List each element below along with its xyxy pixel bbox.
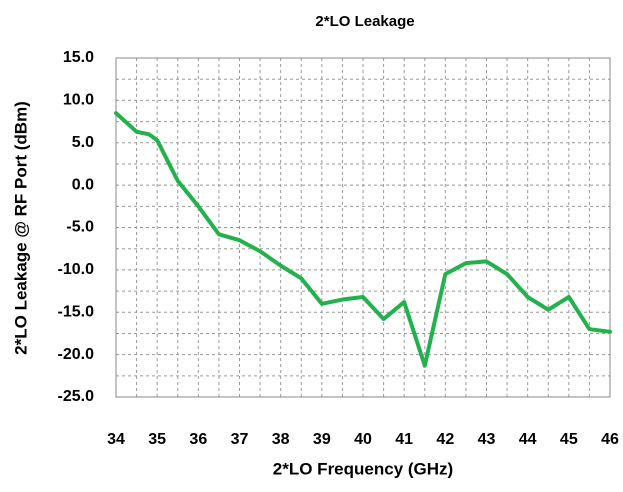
- y-tick-label: 15.0: [63, 49, 94, 66]
- y-tick-label: -20.0: [58, 346, 95, 363]
- x-tick-label: 40: [354, 431, 372, 448]
- y-tick-label: 10.0: [63, 92, 94, 109]
- x-tick-label: 39: [313, 431, 331, 448]
- chart-title: 2*LO Leakage: [315, 13, 414, 30]
- y-tick-label: -25.0: [58, 388, 95, 405]
- x-tick-label: 41: [395, 431, 413, 448]
- y-axis-title: 2*LO Leakage @ RF Port (dBm): [11, 101, 30, 355]
- x-tick-label: 44: [519, 431, 537, 448]
- y-tick-label: -5.0: [66, 219, 94, 236]
- x-tick-label: 37: [231, 431, 249, 448]
- x-tick-label: 38: [272, 431, 290, 448]
- y-tick-label: -10.0: [58, 261, 95, 278]
- x-tick-label: 42: [436, 431, 454, 448]
- x-tick-label: 34: [107, 431, 125, 448]
- y-tick-label: -15.0: [58, 303, 95, 320]
- x-tick-label: 45: [560, 431, 578, 448]
- x-tick-label: 43: [478, 431, 496, 448]
- x-axis-title: 2*LO Frequency (GHz): [273, 459, 453, 478]
- y-tick-label: 0.0: [72, 176, 94, 193]
- data-line: [114, 111, 612, 368]
- x-tick-label: 46: [601, 431, 619, 448]
- y-tick-label: 5.0: [72, 134, 94, 151]
- x-tick-label: 35: [148, 431, 166, 448]
- x-tick-label: 36: [189, 431, 207, 448]
- plot-frame: [115, 57, 611, 398]
